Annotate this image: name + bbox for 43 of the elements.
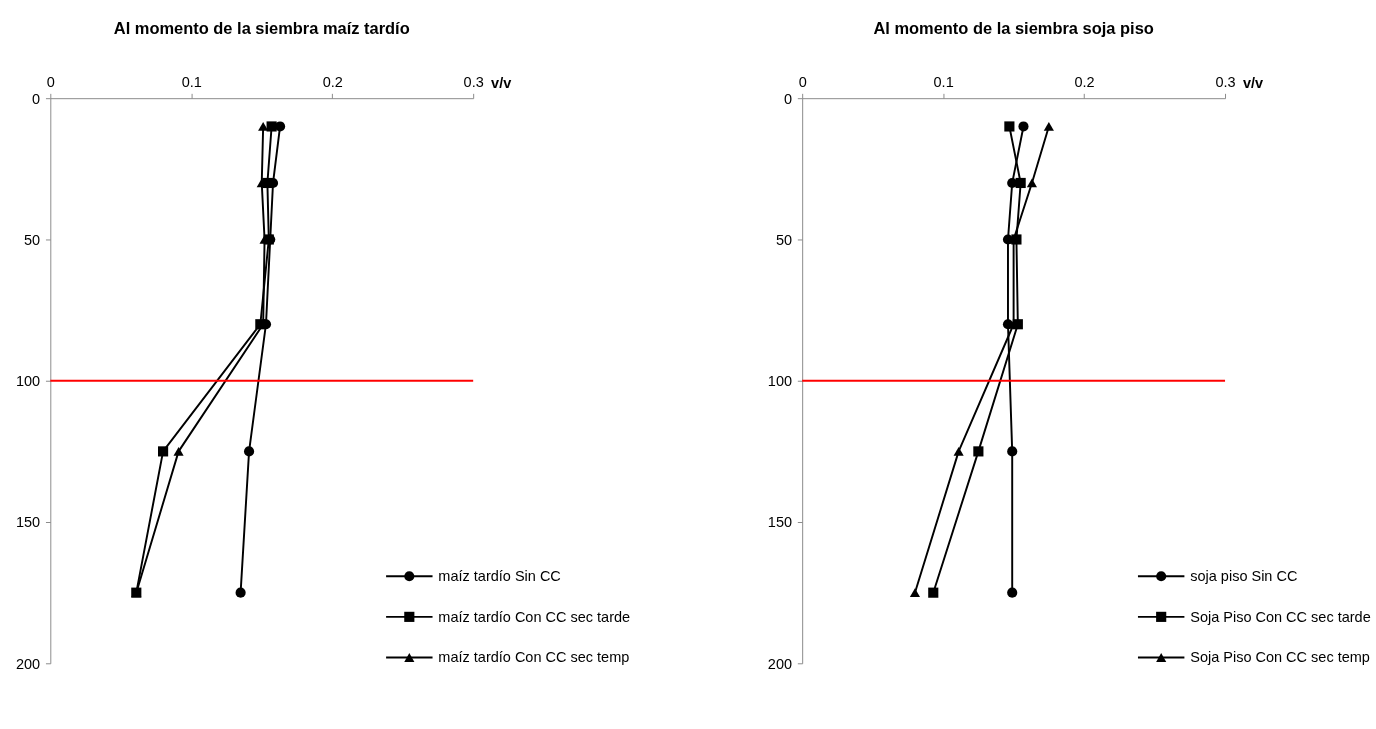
point: [1007, 587, 1018, 598]
legend-label: Soja Piso Con CC sec tarde: [1190, 608, 1371, 625]
legend-label: maíz tardío Con CC sec tarde: [438, 608, 631, 625]
point: [1018, 121, 1029, 132]
point: [1004, 121, 1015, 132]
y-tick-label: 150: [767, 514, 793, 531]
x-tick-label: 0.1: [181, 74, 202, 91]
point: [173, 447, 184, 456]
y-tick-label: 200: [767, 655, 793, 672]
x-axis-title: v/v: [1242, 75, 1264, 92]
x-tick-label: 0.3: [463, 74, 484, 91]
x-tick-label: 0: [46, 74, 55, 91]
point: [953, 447, 964, 456]
legend-label: Soja Piso Con CC sec temp: [1190, 649, 1370, 666]
y-tick-label: 150: [15, 514, 41, 531]
legend-label: soja piso Sin CC: [1190, 568, 1298, 585]
y-tick-label: 200: [15, 655, 41, 672]
point: [909, 588, 921, 598]
point: [973, 446, 984, 457]
point: [266, 121, 277, 132]
y-tick-label: 50: [775, 231, 793, 248]
y-tick-label: 100: [767, 373, 793, 390]
chart-title: Al momento de la siembra soja piso: [873, 19, 1154, 38]
point: [1007, 446, 1018, 457]
x-axis-title: v/v: [491, 75, 512, 92]
x-tick-label: 0.3: [1215, 74, 1236, 91]
x-tick-label: 0.1: [933, 74, 954, 91]
x-tick-label: 0.2: [1074, 74, 1095, 91]
point: [243, 446, 255, 457]
point: [235, 587, 246, 598]
x-tick-label: 0: [798, 74, 807, 91]
y-tick-label: 0: [32, 90, 41, 107]
y-tick-label: 100: [15, 373, 41, 390]
y-tick-label: 50: [24, 231, 41, 248]
point: [158, 446, 169, 457]
x-tick-label: 0.2: [322, 74, 343, 91]
legend-label: maíz tardío Sin CC: [438, 568, 561, 585]
point: [928, 587, 939, 598]
legend-label: maíz tardío Con CC sec temp: [438, 649, 630, 666]
y-tick-label: 0: [783, 90, 793, 107]
chart-title: Al momento de la siembra maíz tardío: [113, 19, 410, 38]
point: [1015, 177, 1026, 189]
point: [1043, 122, 1054, 131]
